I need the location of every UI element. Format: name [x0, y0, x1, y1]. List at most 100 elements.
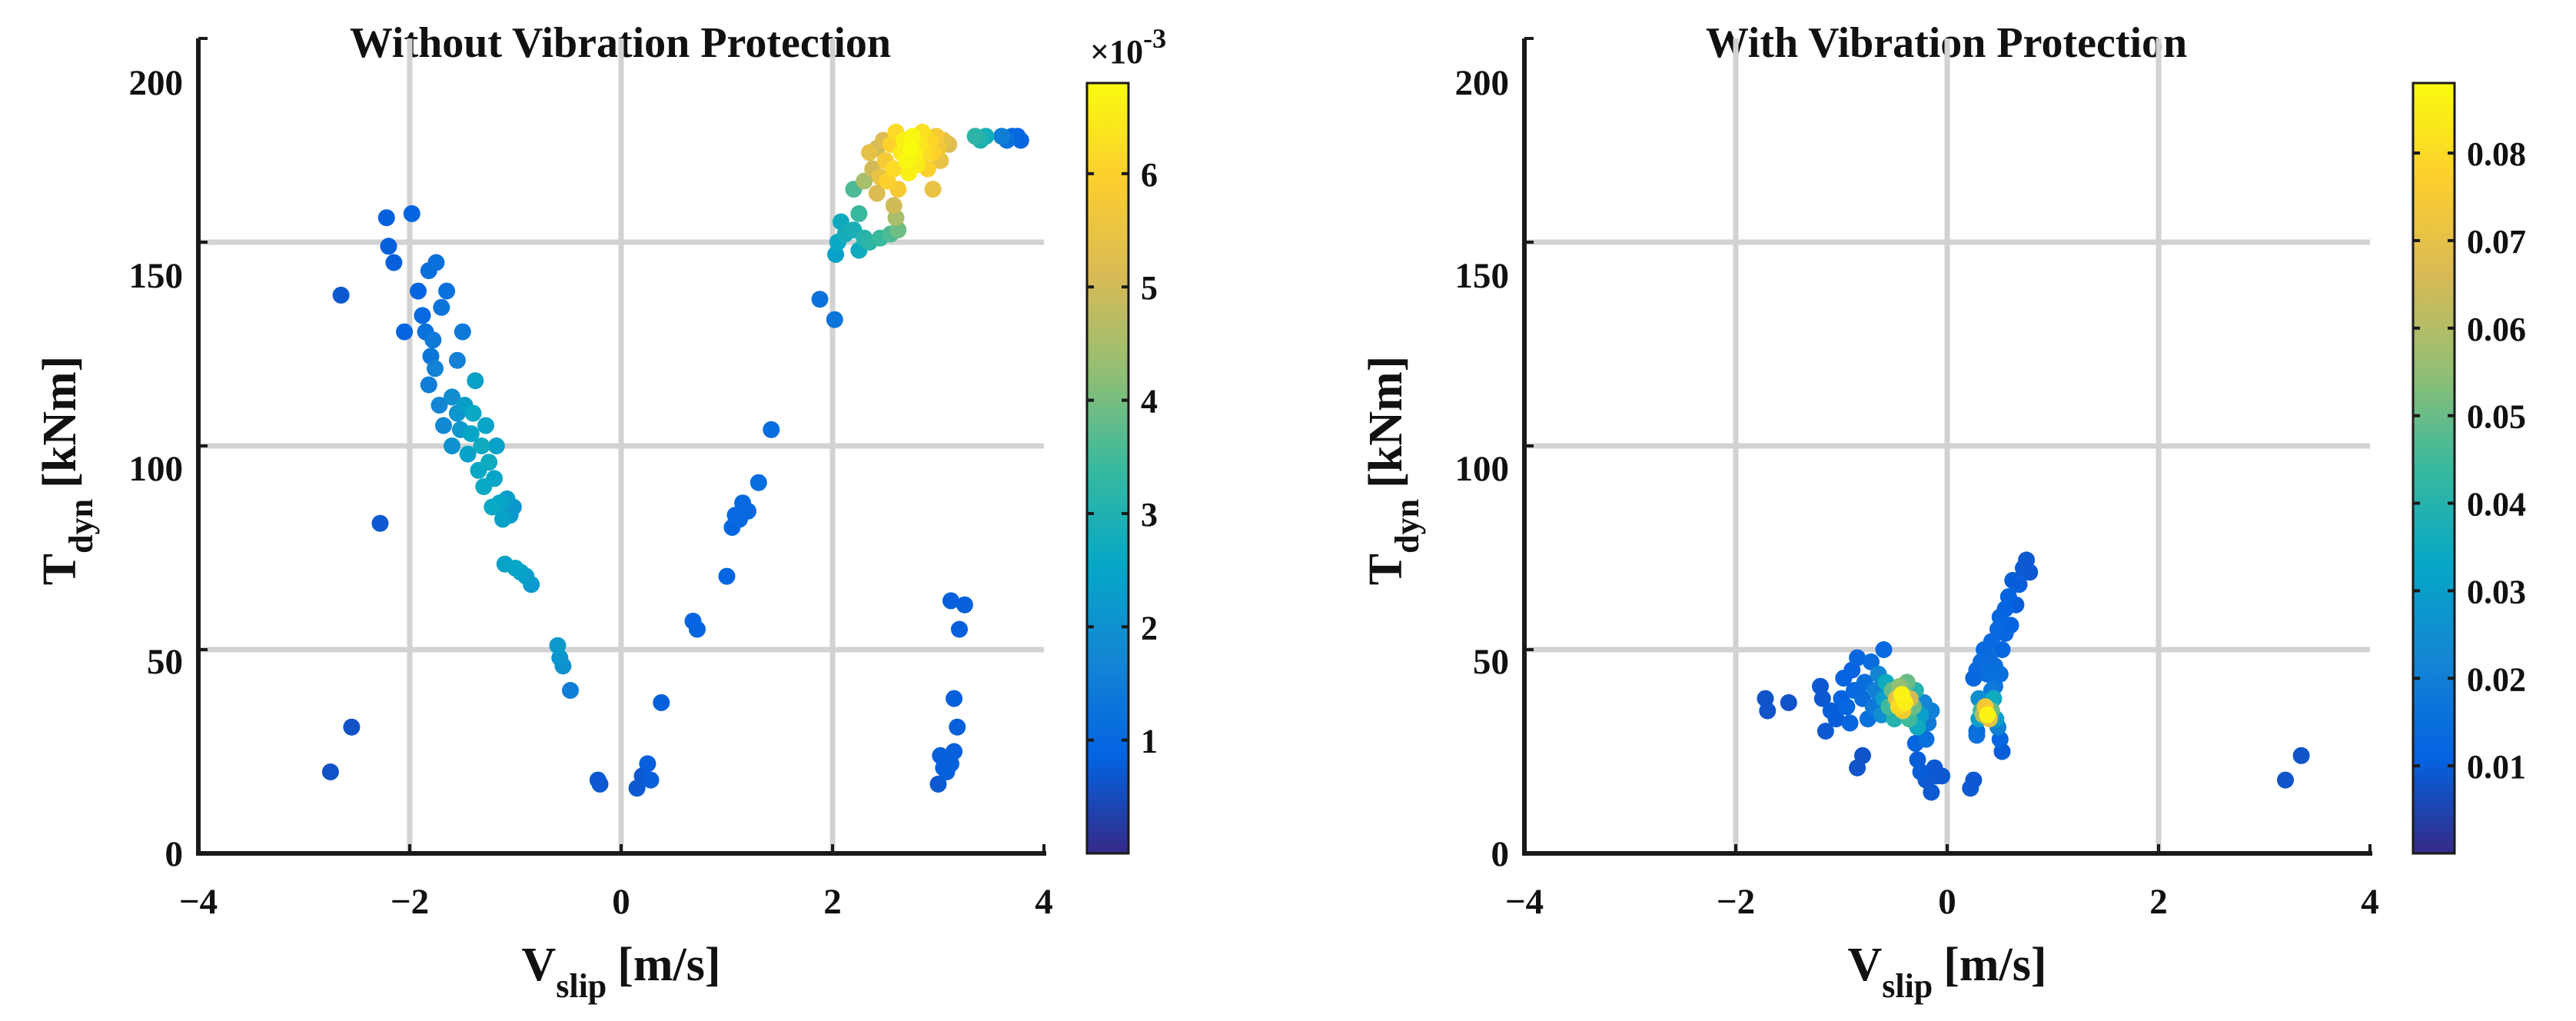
scatter-point	[385, 254, 403, 271]
scatter-point	[826, 311, 843, 328]
scatter-point	[750, 474, 767, 491]
scatter-point	[1989, 620, 2006, 638]
scatter-point	[861, 144, 879, 161]
scatter-point	[380, 238, 397, 255]
scatter-point	[2292, 747, 2310, 764]
scatter-point	[467, 372, 484, 390]
scatter-point	[549, 637, 567, 654]
scatter-point	[321, 763, 339, 780]
grid-lines	[1524, 38, 2370, 853]
scatter-point	[1893, 686, 1910, 703]
scatter-points	[1757, 551, 2310, 801]
scatter-point	[410, 282, 427, 300]
scatter-point	[868, 185, 886, 202]
colorbar-tick-label: 6	[1141, 156, 1158, 194]
x-axis-label: Vslip [m/s]	[521, 939, 720, 1005]
x-tick-label: −2	[391, 882, 429, 922]
scatter-point	[448, 351, 466, 369]
y-tick-label: 0	[1491, 834, 1510, 874]
scatter-point	[438, 282, 456, 300]
y-axis-label: Tdyn [kNm]	[34, 356, 100, 586]
scatter-point	[487, 437, 505, 454]
colorbar-tick-label: 0.06	[2467, 311, 2526, 348]
scatter-point	[427, 254, 445, 271]
axes	[1522, 37, 2372, 856]
scatter-point	[1759, 702, 1777, 720]
scatter-point	[942, 592, 959, 610]
scatter-point	[956, 596, 973, 614]
y-tick-label: 100	[129, 449, 184, 489]
x-axis-label: Vslip [m/s]	[1847, 939, 2046, 1005]
scatter-point	[885, 197, 902, 215]
scatter-point	[377, 209, 395, 227]
scatter-point	[885, 160, 902, 178]
x-tick-label: 0	[612, 882, 630, 922]
scatter-point	[396, 323, 414, 341]
scatter-point	[403, 205, 420, 222]
scatter-point	[718, 567, 736, 585]
scatter-point	[1863, 653, 1880, 670]
y-axis-label-sub: dyn	[62, 499, 100, 554]
x-axis-label-sub: slip	[1882, 967, 1933, 1005]
scatter-point	[444, 388, 460, 406]
scatter-point	[951, 620, 968, 638]
colorbar-tick-label: 0.05	[2467, 398, 2526, 436]
scatter-point	[475, 478, 493, 495]
colorbar-tick-label: 4	[1141, 383, 1158, 421]
scatter-point	[1875, 641, 1893, 658]
scatter-point	[507, 560, 524, 577]
scatter-point	[371, 514, 389, 532]
scatter-point	[850, 205, 868, 222]
x-tick-label: 2	[823, 882, 842, 922]
scatter-point	[856, 172, 873, 190]
colorbar-exponent-base: ×10	[1090, 33, 1143, 71]
x-tick-label: −4	[1505, 882, 1544, 922]
y-axis-label-unit: [kNm]	[1360, 356, 1412, 488]
scatter-point	[459, 445, 477, 463]
scatter-point	[740, 502, 756, 520]
x-tick-label: 2	[2149, 882, 2168, 922]
colorbar-tick-label: 0.02	[2467, 660, 2526, 698]
scatter-point	[484, 498, 501, 516]
colorbar-tick-label: 0.08	[2467, 135, 2526, 173]
scatter-point	[462, 425, 480, 443]
x-tick-label: −4	[179, 882, 218, 922]
scatter-point	[1999, 588, 2017, 606]
scatter-point	[1841, 714, 1859, 732]
scatter-point	[1912, 763, 1930, 780]
x-axis-label-sub: slip	[556, 967, 607, 1005]
x-axis-label-main: V	[521, 939, 556, 991]
scatter-point	[639, 755, 656, 773]
colorbar-tick-label: 2	[1141, 609, 1158, 647]
scatter-point	[1813, 690, 1831, 707]
scatter-point	[562, 682, 579, 699]
colorbar-exponent: ×10-3	[1090, 23, 1166, 71]
scatter-point	[494, 510, 511, 528]
colorbar-tick-label: 3	[1141, 496, 1158, 534]
y-axis-label: Tdyn [kNm]	[1360, 356, 1426, 586]
scatter-point	[480, 454, 498, 471]
x-axis-label-main: V	[1847, 939, 1882, 991]
y-tick-label: 50	[1473, 642, 1509, 682]
y-axis-label-main: T	[34, 554, 86, 585]
scatter-point	[414, 307, 431, 324]
scatter-point	[591, 775, 609, 793]
scatter-point	[1923, 783, 1940, 801]
colorbar-gradient	[1085, 81, 1130, 855]
scatter-point	[464, 404, 482, 422]
y-tick-label: 200	[1455, 63, 1510, 103]
colorbar-tick-label: 0.07	[2467, 223, 2526, 261]
scatter-point	[477, 417, 494, 434]
scatter-point	[1816, 723, 1834, 740]
scatter-point	[2010, 576, 2028, 594]
scatter-point	[1849, 649, 1866, 667]
y-tick-label: 150	[1455, 256, 1510, 296]
scatter-point	[2277, 771, 2294, 789]
colorbar	[2411, 81, 2456, 855]
x-tick-label: 4	[2361, 882, 2379, 922]
scatter-point	[1838, 698, 1856, 716]
scatter-points	[321, 123, 1029, 797]
x-tick-label: −2	[1717, 882, 1755, 922]
scatter-point	[1780, 693, 1797, 711]
scatter-point	[946, 690, 963, 707]
